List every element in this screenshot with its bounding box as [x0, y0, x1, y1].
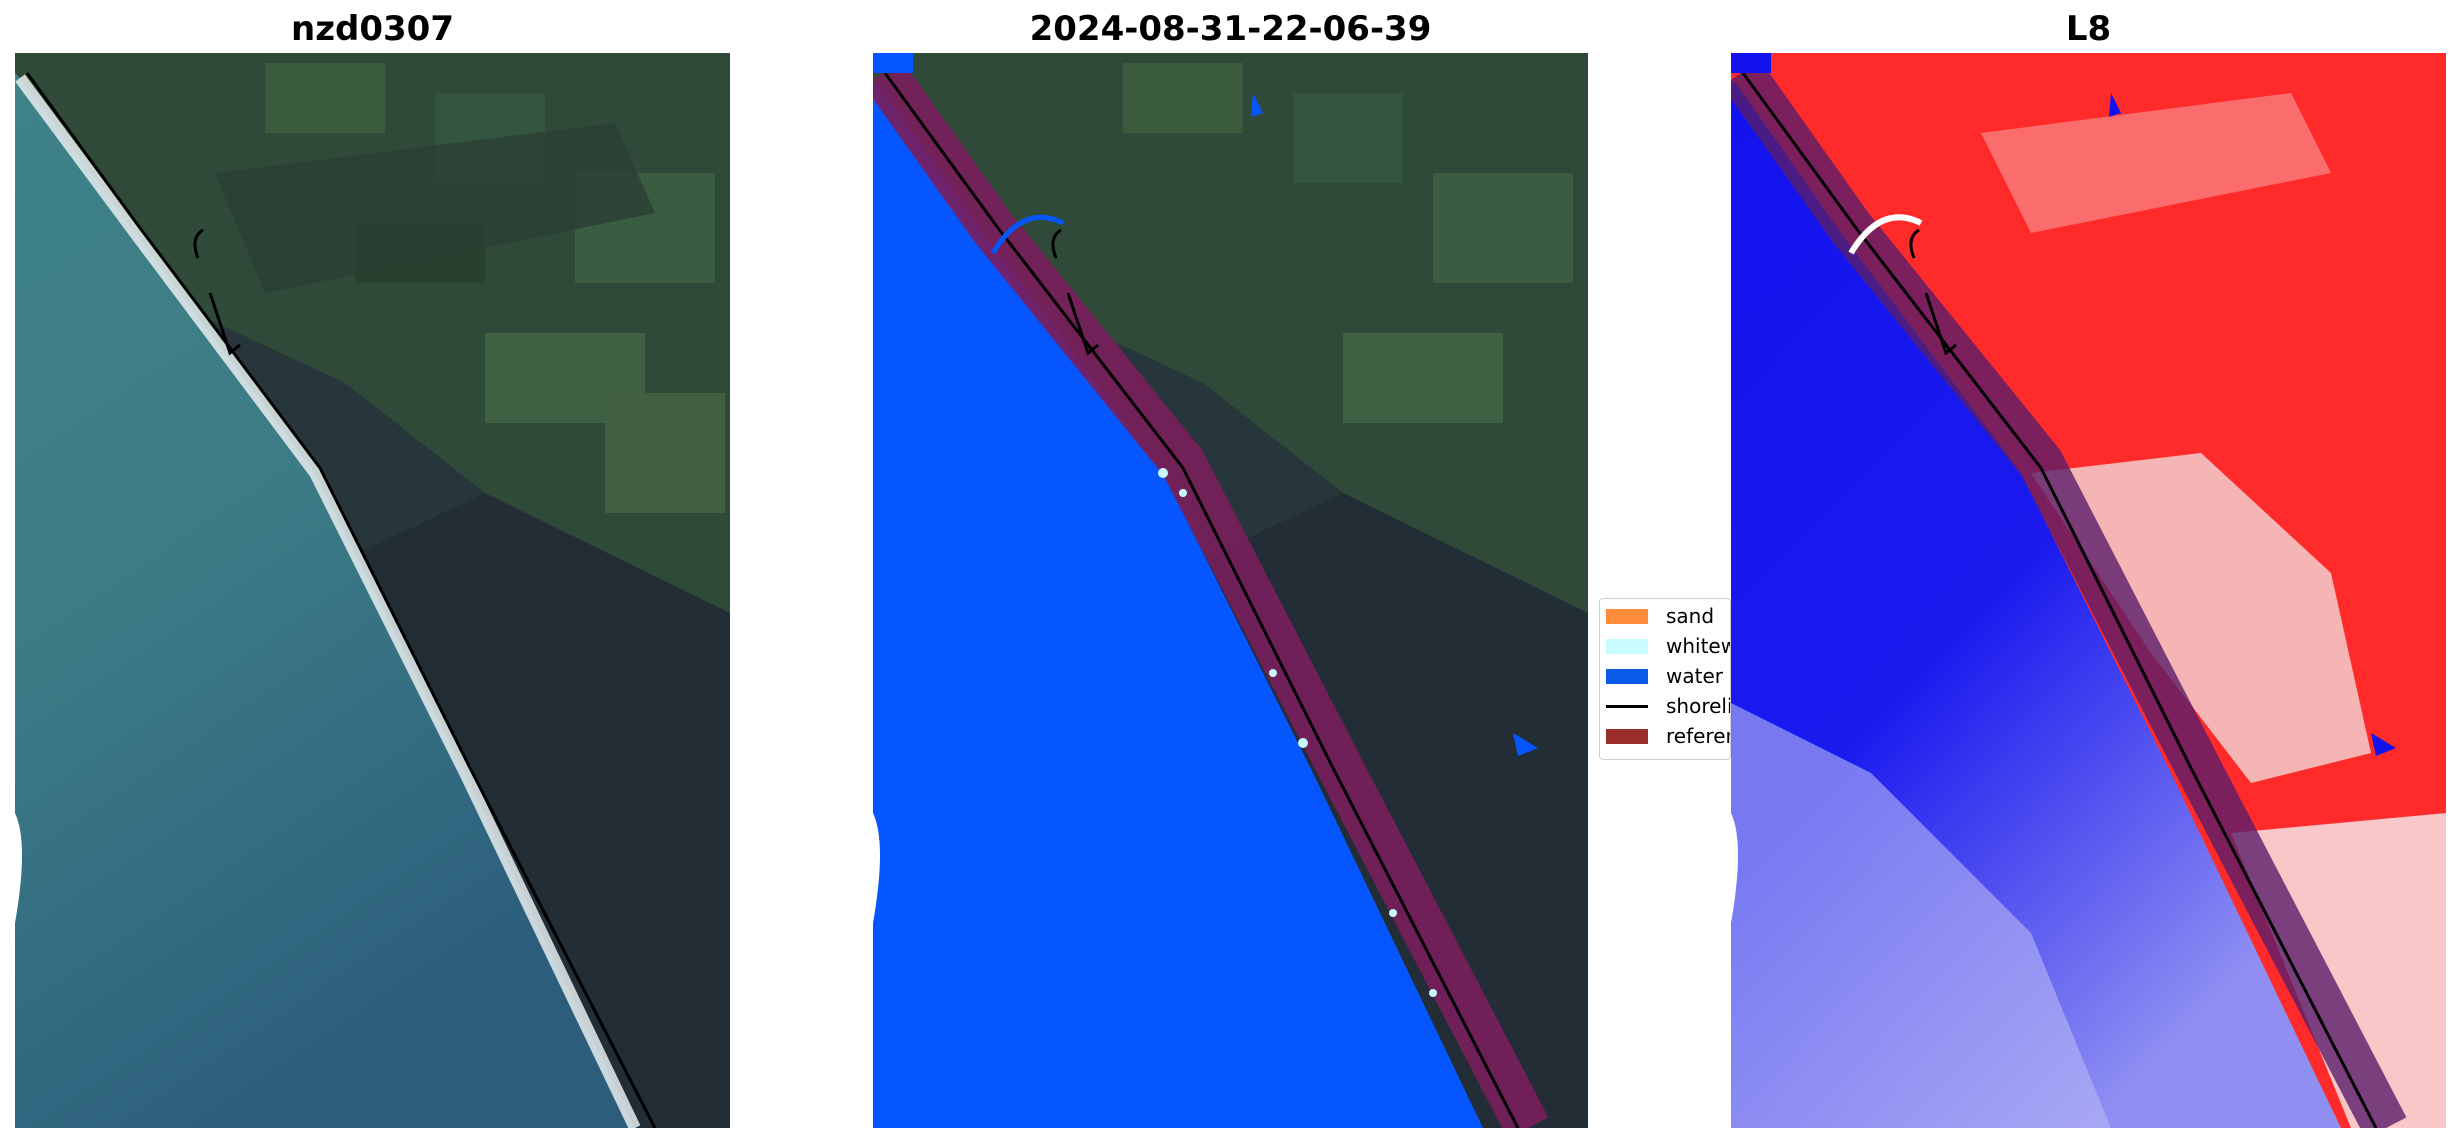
reference-band	[1731, 59, 2407, 1128]
water-class-region	[873, 83, 1483, 1128]
legend-swatch-reference	[1606, 729, 1648, 744]
panel-title-2: 2024-08-31-22-06-39	[1029, 9, 1432, 49]
classification-image	[873, 53, 1588, 1128]
forest-area	[315, 493, 730, 1128]
shoreline-line	[883, 72, 1520, 1128]
panel-title-3: L8	[2065, 9, 2112, 49]
legend-label-reference: reference	[1666, 724, 1730, 748]
reference-band	[873, 59, 1549, 1128]
shoreline-line	[1741, 72, 2378, 1128]
legend-swatch-water	[1606, 669, 1648, 684]
legend-line-shoreline	[1606, 705, 1648, 708]
legend-swatch-sand	[1606, 609, 1648, 624]
shoreline-line	[25, 72, 657, 1128]
legend-swatch-whitewater	[1606, 639, 1648, 654]
index-image	[1731, 53, 2446, 1128]
rgb-satellite-image	[15, 53, 730, 1128]
legend-label-water: water	[1666, 664, 1723, 688]
surf-zone	[15, 74, 641, 1128]
panel-title-1: nzd0307	[291, 9, 454, 49]
ocean	[15, 73, 635, 1128]
legend-label-sand: sand	[1666, 604, 1715, 628]
legend-label-shoreline: shoreline	[1666, 694, 1730, 718]
whitewater-class	[1158, 468, 1437, 997]
